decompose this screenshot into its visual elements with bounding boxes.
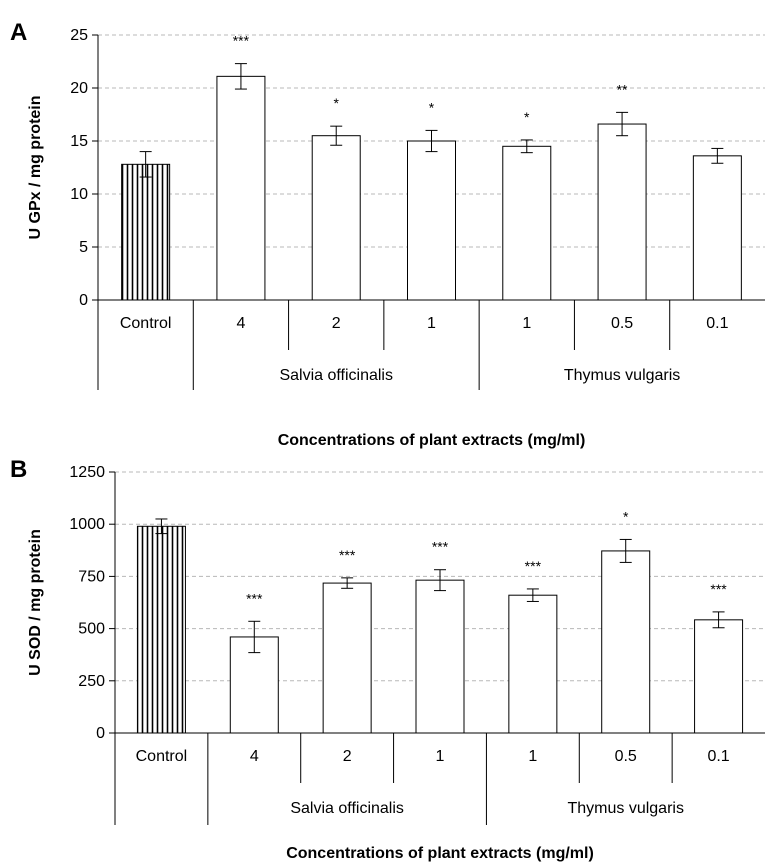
group-label: Thymus vulgaris <box>564 367 680 384</box>
x-category-label: 0.1 <box>707 748 729 765</box>
y-tick-label: 250 <box>78 673 105 690</box>
group-label: Salvia officinalis <box>279 367 393 384</box>
group-label: Thymus vulgaris <box>567 800 683 817</box>
panel-b-chart: B 0 250 500 750 1000 1250 U SOD / mg protein Con… <box>10 456 765 862</box>
significance-label: *** <box>233 33 250 49</box>
bar <box>601 550 651 734</box>
bar <box>502 145 552 301</box>
bar <box>692 155 742 301</box>
x-category-label: 2 <box>332 315 341 332</box>
x-axis-label: Concentrations of plant extracts (mg/ml) <box>286 845 594 862</box>
y-axis-label: U GPx / mg protein <box>27 95 44 239</box>
bar <box>597 123 647 301</box>
y-tick-label: 15 <box>70 133 88 150</box>
group-label: Salvia officinalis <box>290 800 404 817</box>
y-tick-label: 500 <box>78 621 105 638</box>
x-category-label: 2 <box>343 748 352 765</box>
bar <box>415 579 465 734</box>
y-tick-label: 25 <box>70 27 88 44</box>
y-tick-label: 0 <box>96 725 105 742</box>
bar <box>322 582 372 734</box>
panel-letter: B <box>10 456 27 483</box>
significance-label: *** <box>339 547 356 563</box>
bar <box>216 75 266 301</box>
panel-letter: A <box>10 19 27 46</box>
bar <box>694 619 744 734</box>
significance-label: *** <box>246 590 263 606</box>
bar <box>136 525 186 734</box>
x-category-label: 0.1 <box>706 315 728 332</box>
x-category-label: 1 <box>427 315 436 332</box>
significance-label: * <box>429 99 435 115</box>
significance-label: ** <box>617 81 628 97</box>
y-tick-label: 10 <box>70 186 88 203</box>
x-category-label: Control <box>136 748 188 765</box>
bar <box>508 594 558 734</box>
x-category-label: 1 <box>528 748 537 765</box>
y-tick-label: 0 <box>79 292 88 309</box>
significance-label: * <box>333 95 339 111</box>
significance-label: *** <box>710 581 727 597</box>
bar <box>121 163 171 301</box>
y-tick-label: 1250 <box>69 464 105 481</box>
y-tick-label: 5 <box>79 239 88 256</box>
bar <box>407 140 456 301</box>
y-tick-label: 20 <box>70 80 88 97</box>
y-axis-label: U SOD / mg protein <box>27 529 44 676</box>
x-category-label: 1 <box>436 748 445 765</box>
significance-label: *** <box>432 539 449 555</box>
significance-label: *** <box>525 558 542 574</box>
significance-label: * <box>623 508 629 524</box>
x-category-label: 4 <box>236 315 245 332</box>
y-tick-label: 1000 <box>69 516 105 533</box>
bar <box>311 135 361 301</box>
y-tick-label: 750 <box>78 568 105 585</box>
significance-label: * <box>524 109 530 125</box>
x-category-label: Control <box>120 315 172 332</box>
x-category-label: 1 <box>522 315 531 332</box>
x-category-label: 0.5 <box>615 748 637 765</box>
x-category-label: 4 <box>250 748 259 765</box>
x-category-label: 0.5 <box>611 315 633 332</box>
x-axis-label: Concentrations of plant extracts (mg/ml) <box>278 432 586 449</box>
